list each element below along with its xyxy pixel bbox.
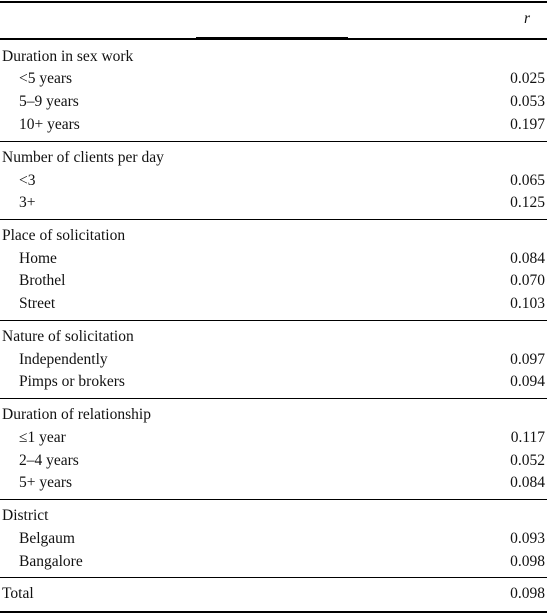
row-label: 5–9 years (19, 93, 79, 110)
row-label: <5 years (19, 70, 73, 87)
table-row: 2–4 years 0.052 (0, 450, 547, 472)
table-row: Independently 0.097 (0, 349, 547, 371)
row-value: 0.125 (510, 194, 545, 211)
table-row: Pimps or brokers 0.094 (0, 371, 547, 393)
section-title-place-of-solicitation: Place of solicitation (2, 227, 126, 244)
table-row: 10+ years 0.197 (0, 114, 547, 136)
total-value: 0.098 (510, 585, 545, 602)
section-title-number-of-clients-per-day: Number of clients per day (2, 149, 164, 166)
total-label: Total (2, 585, 34, 602)
row-value: 0.070 (510, 272, 545, 289)
row-label: <3 (19, 172, 36, 189)
section-title-duration-in-sex-work: Duration in sex work (2, 48, 134, 65)
row-label: Brothel (19, 272, 66, 289)
bottom-rule (0, 611, 547, 613)
table-row: 5+ years 0.084 (0, 472, 547, 494)
row-label: ≤1 year (19, 429, 66, 446)
section-title-duration-of-relationship: Duration of relationship (2, 406, 151, 423)
row-label: 5+ years (19, 474, 73, 491)
section-divider (0, 320, 547, 321)
row-value: 0.117 (510, 429, 545, 446)
row-value: 0.053 (510, 93, 545, 110)
table-row: Home 0.084 (0, 248, 547, 270)
row-label: 2–4 years (19, 452, 79, 469)
row-label: Independently (19, 351, 108, 368)
row-label: 3+ (19, 194, 36, 211)
table-row: <5 years 0.025 (0, 68, 547, 90)
header-underline (196, 37, 348, 38)
table-row: Belgaum 0.093 (0, 528, 547, 550)
table-row: 3+ 0.125 (0, 192, 547, 214)
row-label: Bangalore (19, 553, 83, 570)
row-value: 0.025 (510, 70, 545, 87)
row-value: 0.097 (510, 351, 545, 368)
row-value: 0.093 (510, 530, 545, 547)
row-value: 0.094 (510, 373, 545, 390)
table-row: Street 0.103 (0, 293, 547, 315)
header-rule (0, 38, 547, 40)
row-label: Belgaum (19, 530, 75, 547)
table-row: <3 0.065 (0, 170, 547, 192)
table-row: Brothel 0.070 (0, 270, 547, 292)
top-rule (0, 1, 547, 3)
row-value: 0.084 (510, 250, 545, 267)
section-title-district: District (2, 507, 49, 524)
table-row: 5–9 years 0.053 (0, 91, 547, 113)
section-divider (0, 499, 547, 500)
row-label: Home (19, 250, 57, 267)
row-label: Street (19, 295, 56, 312)
section-divider (0, 141, 547, 142)
row-value: 0.098 (510, 553, 545, 570)
table-row: ≤1 year 0.117 (0, 427, 547, 449)
section-divider (0, 398, 547, 399)
section-divider (0, 219, 547, 220)
table-row: Bangalore 0.098 (0, 551, 547, 573)
row-value: 0.052 (510, 452, 545, 469)
total-row: Total 0.098 (0, 583, 547, 605)
total-divider (0, 577, 547, 578)
row-value: 0.084 (510, 474, 545, 491)
row-value: 0.065 (510, 172, 545, 189)
row-label: 10+ years (19, 116, 80, 133)
row-value: 0.103 (510, 295, 545, 312)
section-title-nature-of-solicitation: Nature of solicitation (2, 328, 134, 345)
column-header-r: r (523, 10, 530, 27)
row-value: 0.197 (510, 116, 545, 133)
row-label: Pimps or brokers (19, 373, 125, 390)
